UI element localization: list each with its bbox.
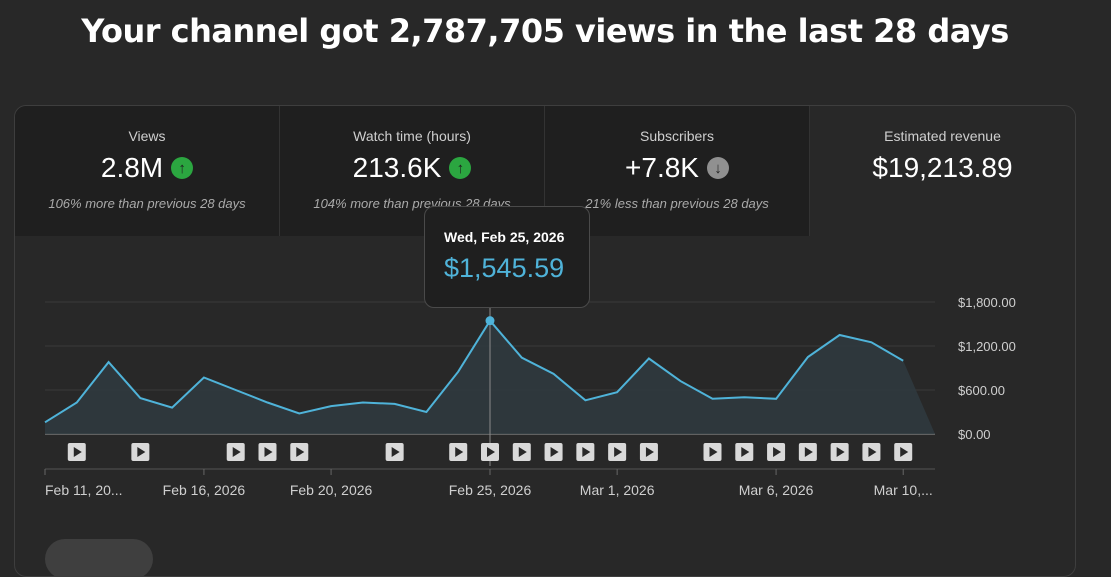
analytics-card: Views 2.8M ↑ 106% more than previous 28 … (14, 105, 1076, 577)
y-tick-label: $0.00 (958, 427, 991, 442)
play-icon (391, 447, 400, 457)
play-icon (836, 447, 845, 457)
play-icon (518, 447, 527, 457)
tooltip-value: $1,545.59 (444, 253, 565, 283)
x-tick-label: Feb 11, 20... (45, 482, 123, 498)
x-tick-label: Feb 25, 2026 (449, 482, 532, 498)
play-icon (582, 447, 591, 457)
metric-value: 213.6K (352, 152, 442, 183)
metric-label: Subscribers (640, 128, 714, 144)
metric-value: $19,213.89 (872, 152, 1013, 183)
metric-value: +7.8K (625, 152, 699, 183)
metric-comparison: 21% less than previous 28 days (585, 196, 769, 211)
arrow-up-icon: ↑ (449, 157, 472, 179)
x-tick-label: Mar 10,... (874, 482, 933, 498)
metric-label: Views (128, 128, 166, 144)
play-icon (487, 447, 495, 457)
play-icon (73, 447, 82, 457)
metric-label: Watch time (hours) (353, 128, 471, 144)
play-icon (645, 447, 654, 457)
play-icon (264, 447, 273, 457)
metric-watch-time[interactable]: Watch time (hours) 213.6K ↑ 104% more th… (280, 106, 545, 236)
arrow-up-icon: ↑ (171, 157, 194, 179)
play-icon (137, 447, 146, 457)
play-icon (614, 447, 623, 457)
x-tick-label: Mar 1, 2026 (580, 482, 655, 498)
play-icon (455, 447, 464, 457)
play-icon (868, 447, 877, 457)
metrics-row: Views 2.8M ↑ 106% more than previous 28 … (15, 106, 1075, 236)
x-tick-label: Feb 16, 2026 (163, 482, 246, 498)
play-icon (804, 447, 813, 457)
revenue-chart: $0.00 $600.00 $1,200.00 $1,800.00 Feb 11, 20… (44, 281, 1016, 498)
play-icon (550, 447, 559, 457)
play-icon (709, 447, 718, 457)
x-tick-label: Feb 20, 2026 (290, 482, 373, 498)
see-more-button[interactable] (45, 539, 153, 576)
metric-label: Estimated revenue (884, 128, 1001, 144)
play-icon (741, 447, 750, 457)
metric-views[interactable]: Views 2.8M ↑ 106% more than previous 28 … (15, 106, 280, 236)
page-headline: Your channel got 2,787,705 views in the … (81, 12, 1009, 50)
metric-value: 2.8M (100, 152, 164, 183)
play-icon (296, 447, 305, 457)
highlight-point (485, 316, 495, 326)
play-icon (232, 447, 241, 457)
metric-comparison: 106% more than previous 28 days (48, 196, 246, 211)
y-tick-label: $600.00 (958, 383, 1005, 398)
tooltip-date: Wed, Feb 25, 2026 (444, 229, 565, 245)
y-tick-label: $1,200.00 (958, 339, 1016, 354)
play-icon (900, 447, 909, 457)
revenue-line (44, 319, 904, 424)
arrow-down-icon: ↓ (706, 157, 729, 179)
y-tick-label: $1,800.00 (958, 295, 1016, 310)
x-tick-label: Mar 6, 2026 (739, 482, 814, 498)
play-icon (773, 447, 782, 457)
metric-estimated-revenue[interactable]: Estimated revenue $19,213.89 (810, 106, 1075, 236)
chart-tooltip: Wed, Feb 25, 2026 $1,545.59 (424, 206, 590, 308)
